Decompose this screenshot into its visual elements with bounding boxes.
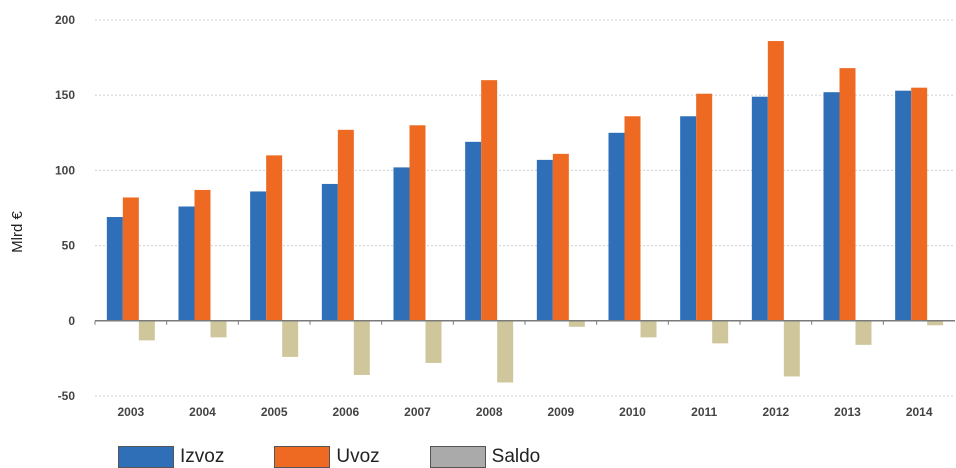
bar-uvoz-2008 — [481, 80, 498, 321]
bar-uvoz-2014 — [911, 87, 928, 321]
x-axis-ticks: 2003 2004 2005 2006 2007 2008 2009 2010 2011 2012… — [117, 405, 932, 419]
x-tick-label: 2013 — [834, 405, 861, 419]
bar-izvoz-2014 — [895, 90, 912, 321]
bar-uvoz-2009 — [552, 153, 569, 321]
x-tick-label: 2005 — [261, 405, 288, 419]
bar-izvoz-2012 — [751, 96, 768, 321]
bar-saldo-2008 — [497, 320, 514, 383]
bar-izvoz-2005 — [250, 191, 267, 321]
y-axis-label: Mlrd € — [9, 211, 26, 253]
bar-saldo-2009 — [568, 320, 585, 327]
bar-saldo-2014 — [927, 320, 944, 326]
bar-uvoz-2006 — [337, 129, 354, 321]
x-tick-label: 2003 — [117, 405, 144, 419]
x-tick-label: 2008 — [476, 405, 503, 419]
x-axis — [94, 320, 955, 325]
bar-saldo-2013 — [855, 320, 872, 345]
x-tick-label: 2004 — [189, 405, 216, 419]
x-tick-label: 2012 — [762, 405, 789, 419]
legend-swatch-saldo — [429, 446, 486, 468]
x-tick-label: 2007 — [404, 405, 431, 419]
bar-uvoz-2010 — [624, 116, 641, 321]
bar-izvoz-2010 — [608, 132, 625, 321]
legend-item-izvoz: Izvoz — [118, 446, 224, 468]
bar-saldo-2006 — [353, 320, 370, 375]
x-tick-label: 2010 — [619, 405, 646, 419]
bar-uvoz-2011 — [696, 93, 713, 321]
bar-saldo-2010 — [640, 320, 657, 338]
legend-label-uvoz: Uvoz — [336, 446, 380, 467]
legend-swatch-izvoz — [118, 446, 174, 468]
legend-item-uvoz: Uvoz — [274, 446, 380, 468]
bar-izvoz-2008 — [465, 141, 482, 321]
legend-swatch-uvoz — [274, 446, 331, 468]
bar-izvoz-2003 — [106, 217, 123, 321]
bar-saldo-2012 — [783, 320, 800, 377]
x-tick-label: 2006 — [332, 405, 359, 419]
bar-saldo-2004 — [210, 320, 227, 338]
bar-uvoz-2013 — [839, 68, 856, 321]
y-axis-ticks: 200 150 100 50 0 -50 — [55, 13, 75, 403]
bar-saldo-2003 — [138, 320, 155, 341]
legend: Izvoz Uvoz Saldo — [118, 446, 590, 468]
bars — [106, 41, 944, 383]
y-tick-label: 50 — [62, 239, 76, 253]
bar-saldo-2005 — [282, 320, 299, 357]
bar-izvoz-2006 — [321, 183, 338, 321]
bar-izvoz-2009 — [536, 159, 553, 321]
bar-izvoz-2011 — [680, 116, 697, 321]
x-tick-label: 2009 — [547, 405, 574, 419]
y-tick-label: -50 — [58, 389, 76, 403]
x-tick-label: 2014 — [906, 405, 933, 419]
y-tick-label: 100 — [55, 163, 75, 177]
y-tick-label: 0 — [68, 314, 75, 328]
bar-chart: 200 150 100 50 0 -50 2003 2004 2005 2006 2007 2008… — [9, 13, 955, 419]
bar-izvoz-2013 — [823, 92, 840, 321]
bar-saldo-2007 — [425, 320, 442, 363]
bar-uvoz-2003 — [122, 197, 139, 321]
bar-izvoz-2004 — [178, 206, 195, 321]
y-tick-label: 150 — [55, 88, 75, 102]
y-tick-label: 200 — [55, 13, 75, 27]
bar-saldo-2011 — [712, 320, 729, 344]
legend-label-izvoz: Izvoz — [180, 446, 225, 467]
bar-uvoz-2007 — [409, 125, 426, 321]
x-tick-label: 2011 — [691, 405, 717, 419]
bar-uvoz-2012 — [767, 41, 784, 321]
gridlines — [95, 19, 955, 397]
bar-uvoz-2004 — [194, 189, 211, 321]
legend-item-saldo: Saldo — [429, 446, 541, 468]
bar-uvoz-2005 — [266, 155, 283, 321]
bar-izvoz-2007 — [393, 167, 410, 321]
legend-label-saldo: Saldo — [491, 446, 541, 467]
